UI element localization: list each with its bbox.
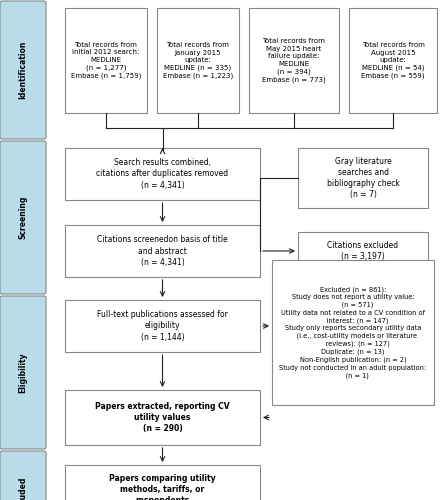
- Bar: [65, 465, 260, 500]
- Text: Citations screenedon basis of title
and abstract
(n = 4,341): Citations screenedon basis of title and …: [97, 236, 228, 266]
- Bar: [249, 8, 339, 113]
- Bar: [157, 8, 239, 113]
- Bar: [298, 148, 428, 208]
- Text: Included: Included: [18, 476, 27, 500]
- Bar: [65, 8, 147, 113]
- Bar: [65, 390, 260, 445]
- Text: Total records from
January 2015
update:
MEDLINE (n = 335)
Embase (n = 1,223): Total records from January 2015 update: …: [163, 42, 233, 79]
- Text: Excluded (n = 861):
Study does not report a utility value:
    (n = 571)
Utility: Excluded (n = 861): Study does not repor…: [280, 286, 426, 379]
- Text: Screening: Screening: [18, 196, 27, 239]
- FancyBboxPatch shape: [0, 1, 46, 139]
- Text: Full-text publications assessed for
eligibility
(n = 1,144): Full-text publications assessed for elig…: [97, 310, 228, 342]
- Bar: [349, 8, 437, 113]
- Text: Total records from
initial 2012 search:
MEDLINE
(n = 1,277)
Embase (n = 1,759): Total records from initial 2012 search: …: [71, 42, 141, 79]
- Text: Search results combined,
citations after duplicates removed
(n = 4,341): Search results combined, citations after…: [96, 158, 228, 190]
- Text: Papers extracted, reporting CV
utility values
(n = 290): Papers extracted, reporting CV utility v…: [95, 402, 230, 433]
- Text: Gray literature
searches and
bibliography check
(n = 7): Gray literature searches and bibliograph…: [327, 157, 400, 199]
- Text: Citations excluded
(n = 3,197): Citations excluded (n = 3,197): [327, 241, 399, 261]
- Bar: [65, 225, 260, 277]
- Bar: [272, 260, 434, 405]
- Text: Total records from
August 2015
update:
MEDLINE (n = 54)
Embase (n = 559): Total records from August 2015 update: M…: [361, 42, 425, 79]
- Text: Identification: Identification: [18, 41, 27, 99]
- Text: Total records from
May 2015 heart
failure update:
MEDLINE
(n = 394)
Embase (n = : Total records from May 2015 heart failur…: [262, 38, 326, 82]
- Bar: [65, 148, 260, 200]
- Text: Papers comparing utility
methods, tariffs, or
respondents
(n = 40): Papers comparing utility methods, tariff…: [109, 474, 216, 500]
- FancyBboxPatch shape: [0, 141, 46, 294]
- Bar: [65, 300, 260, 352]
- Text: Eligibility: Eligibility: [18, 352, 27, 393]
- FancyBboxPatch shape: [0, 451, 46, 500]
- FancyBboxPatch shape: [0, 296, 46, 449]
- Bar: [298, 232, 428, 270]
